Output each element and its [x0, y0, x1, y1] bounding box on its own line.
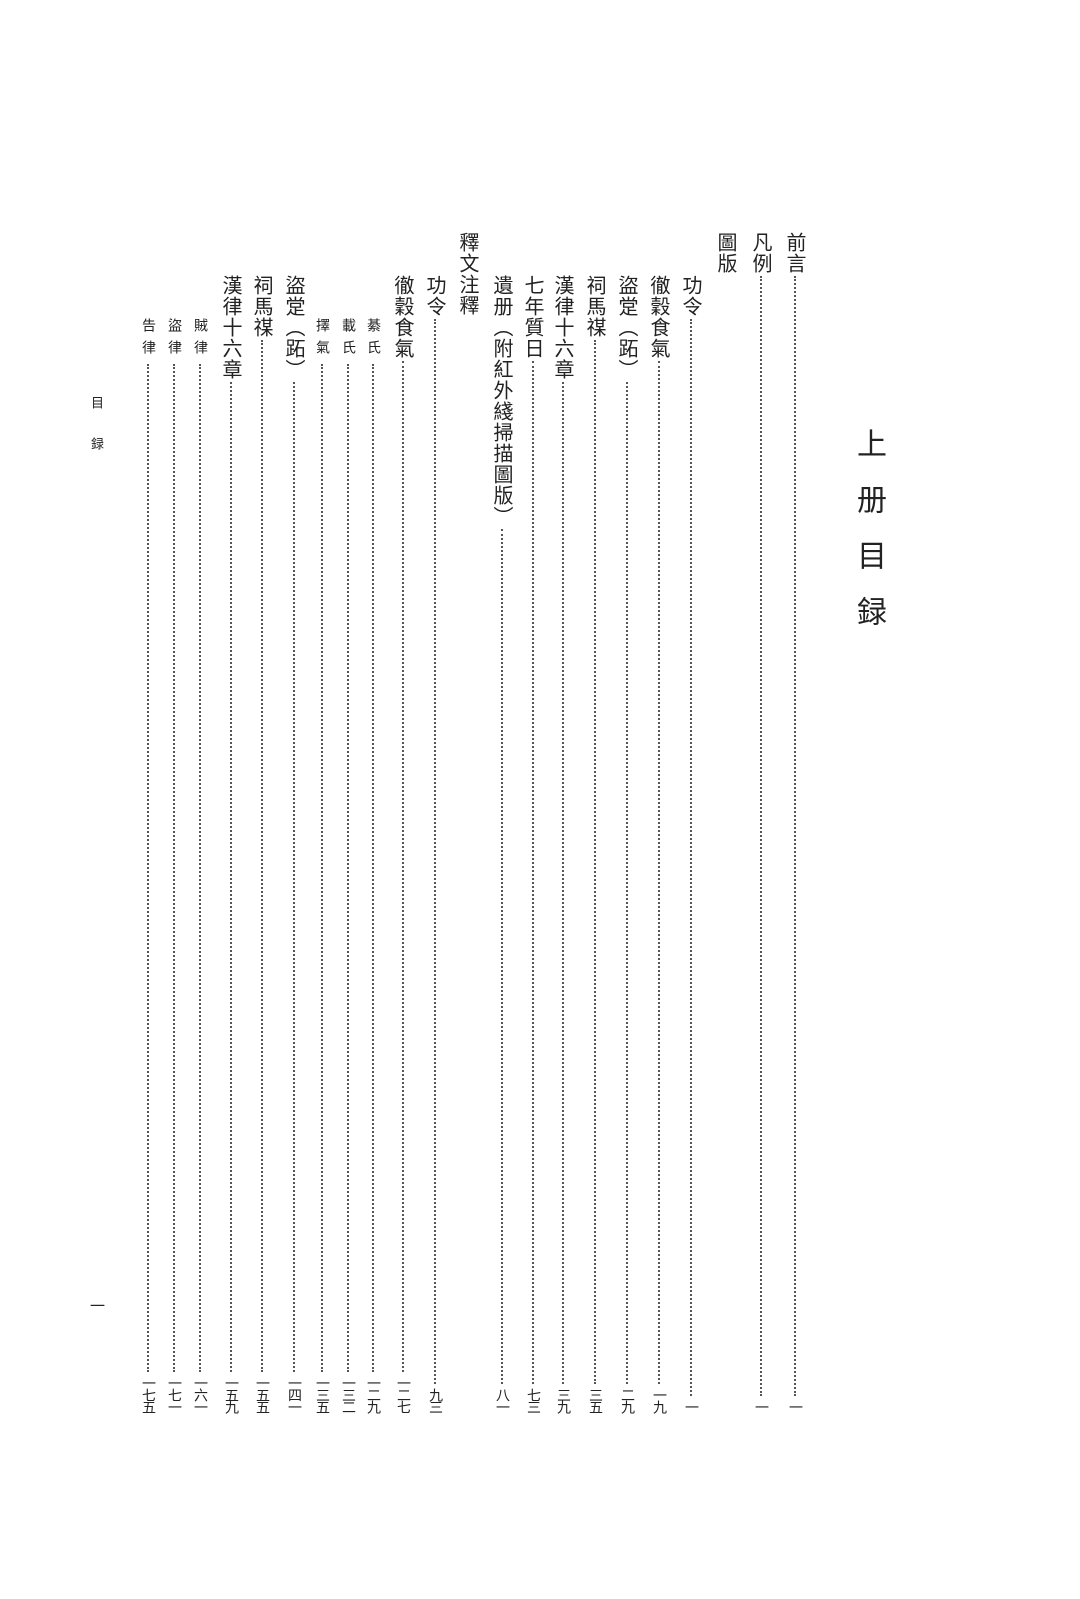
entry-page: 一三二: [340, 1376, 356, 1412]
dot-leader: [532, 361, 534, 1384]
dot-leader: [402, 361, 404, 1372]
toc-entry[interactable]: 漢律十六章 三九: [550, 275, 576, 1412]
entry-page: 一: [753, 1400, 769, 1412]
entry-label: 綦氏: [365, 318, 381, 362]
entry-label: 盜律: [166, 318, 182, 362]
entry-label: 漢律十六章: [219, 275, 243, 380]
dot-leader: [501, 529, 503, 1384]
dot-leader: [760, 276, 762, 1396]
entry-page: 一: [787, 1400, 803, 1412]
dot-leader: [794, 276, 796, 1396]
entry-page: 三九: [555, 1388, 571, 1412]
entry-label: 漢律十六章: [551, 275, 575, 380]
dot-leader: [690, 319, 692, 1396]
toc-entry[interactable]: 綦氏 一二九: [360, 318, 386, 1412]
entry-label: 徹穀食氣: [391, 275, 415, 359]
entry-label: 徹穀食氣: [647, 275, 671, 359]
dot-leader: [347, 364, 349, 1372]
page-number: 一: [90, 1297, 106, 1315]
toc-entry[interactable]: 祠馬禖 一五五: [249, 275, 275, 1412]
entry-page: 八一: [494, 1388, 510, 1412]
entry-page: 三五: [587, 1388, 603, 1412]
toc-entry[interactable]: 盜䟫（跖） 二九: [614, 275, 640, 1412]
entry-page: 九三: [427, 1388, 443, 1412]
dot-leader: [261, 340, 263, 1372]
entry-page: 一三五: [314, 1376, 330, 1412]
entry-label: 告律: [140, 318, 156, 362]
toc-entry[interactable]: 徹穀食氣 一九: [646, 275, 672, 1412]
toc-entry[interactable]: 告律 一七五: [135, 318, 161, 1412]
entry-page: 一七五: [140, 1376, 156, 1412]
toc-entry[interactable]: 盜䟫（跖） 一四一: [281, 275, 307, 1412]
dot-leader: [173, 364, 175, 1372]
entry-page: 一五五: [254, 1376, 270, 1412]
entry-page: 一九: [651, 1388, 667, 1412]
entry-page: 二九: [619, 1388, 635, 1412]
dot-leader: [321, 364, 323, 1372]
dot-leader: [562, 382, 564, 1384]
entry-label: 功令: [423, 275, 447, 317]
entry-label: 遺册（附紅外綫掃描圖版）: [490, 275, 514, 527]
entry-page: 一四一: [286, 1376, 302, 1412]
entry-label: 盜䟫（跖）: [615, 275, 639, 380]
dot-leader: [147, 364, 149, 1372]
entry-label: 功令: [679, 275, 703, 317]
dot-leader: [372, 364, 374, 1372]
entry-label: 賊律: [192, 318, 208, 362]
entry-label: 釋文注釋: [456, 232, 480, 316]
entry-page: 一: [683, 1400, 699, 1412]
entry-label: 祠馬禖: [583, 275, 607, 338]
dot-leader: [230, 382, 232, 1372]
dot-leader: [594, 340, 596, 1384]
toc-entry[interactable]: 功令 九三: [422, 275, 448, 1412]
toc-entry[interactable]: 徹穀食氣 一二七: [390, 275, 416, 1412]
toc-entry[interactable]: 釋文注釋: [455, 232, 481, 316]
running-header: 目録: [88, 396, 103, 478]
toc-entry[interactable]: 圖版: [713, 232, 739, 274]
entry-label: 前言: [783, 232, 807, 274]
entry-page: 一七一: [166, 1376, 182, 1412]
toc-entry[interactable]: 前言一: [782, 232, 808, 1412]
toc-entry[interactable]: 凡例一: [748, 232, 774, 1412]
toc-entry[interactable]: 遺册（附紅外綫掃描圖版） 八一: [489, 275, 515, 1412]
dot-leader: [626, 382, 628, 1384]
toc-entry[interactable]: 功令一: [678, 275, 704, 1412]
entry-page: 七三: [525, 1388, 541, 1412]
page-title: 上册目録: [851, 428, 886, 652]
entry-label: 盜䟫（跖）: [282, 275, 306, 380]
dot-leader: [199, 364, 201, 1372]
toc-entry[interactable]: 漢律十六章 一五九: [218, 275, 244, 1412]
entry-label: 載氏: [340, 318, 356, 362]
toc-entry[interactable]: 擇氣 一三五: [309, 318, 335, 1412]
entry-page: 一二七: [395, 1376, 411, 1412]
dot-leader: [658, 361, 660, 1384]
entry-label: 擇氣: [314, 318, 330, 362]
entry-label: 圖版: [714, 232, 738, 274]
entry-label: 凡例: [749, 232, 773, 274]
toc-entry[interactable]: 賊律 一六一: [187, 318, 213, 1412]
entry-label: 七年質日: [521, 275, 545, 359]
toc-entry[interactable]: 七年質日 七三: [520, 275, 546, 1412]
entry-page: 一二九: [365, 1376, 381, 1412]
dot-leader: [434, 319, 436, 1384]
entry-page: 一五九: [223, 1376, 239, 1412]
toc-entry[interactable]: 載氏 一三二: [335, 318, 361, 1412]
toc-entry[interactable]: 祠馬禖 三五: [582, 275, 608, 1412]
entry-label: 祠馬禖: [250, 275, 274, 338]
dot-leader: [293, 382, 295, 1372]
entry-page: 一六一: [192, 1376, 208, 1412]
toc-entry[interactable]: 盜律 一七一: [161, 318, 187, 1412]
